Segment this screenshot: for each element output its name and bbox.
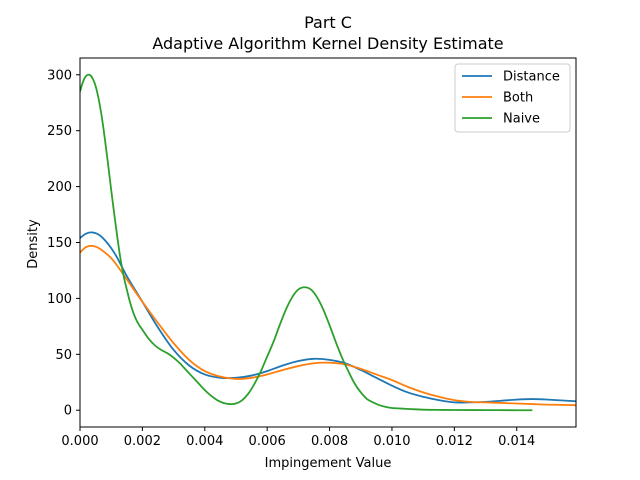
x-axis-label: Impingement Value [265, 456, 392, 471]
legend-label-both: Both [503, 91, 533, 106]
y-tick-label: 250 [47, 124, 72, 139]
x-tick-label: 0.006 [249, 434, 286, 449]
y-tick-label: 100 [47, 292, 72, 307]
y-axis: 0 50 100 150 200 250 300 [47, 68, 80, 419]
series-line-naive [80, 73, 533, 412]
y-tick-label: 50 [55, 348, 72, 363]
x-tick-label: 0.008 [311, 434, 348, 449]
x-tick-label: 0.012 [436, 434, 473, 449]
x-tick-label: 0.000 [61, 434, 98, 449]
series-line-both [80, 244, 576, 407]
plot-frame [79, 57, 577, 428]
legend-label-naive: Naive [503, 112, 540, 127]
x-tick-label: 0.010 [373, 434, 410, 449]
chart-title: Part C [304, 13, 352, 32]
legend-box [454, 63, 571, 133]
y-tick-label: 0 [64, 404, 72, 419]
y-tick-label: 300 [47, 68, 72, 83]
series-lines [80, 73, 576, 412]
chart-subtitle: Adaptive Algorithm Kernel Density Estima… [152, 34, 503, 53]
y-tick-label: 150 [47, 236, 72, 251]
x-tick-label: 0.004 [186, 434, 223, 449]
x-axis: 0.000 0.002 0.004 0.006 0.008 0.010 0.012 0.014 [61, 427, 535, 449]
legend-label-distance: Distance [503, 70, 560, 85]
y-axis-label: Density [26, 219, 41, 269]
y-tick-label: 200 [47, 180, 72, 195]
x-tick-label: 0.014 [498, 434, 535, 449]
x-tick-label: 0.002 [124, 434, 161, 449]
legend: Distance Both Naive [454, 63, 571, 133]
